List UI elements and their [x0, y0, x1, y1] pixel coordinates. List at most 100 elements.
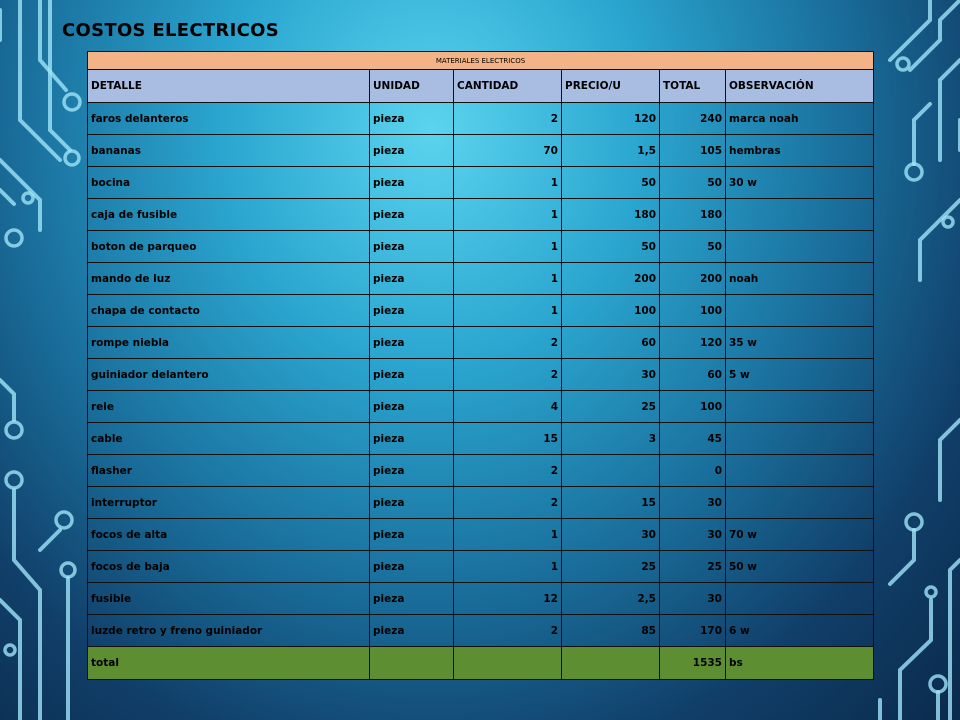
- cell-observacion: 5 w: [725, 358, 874, 391]
- table-row: rompe niebla pieza 2 60 120 35 w: [87, 326, 874, 359]
- table-row: cable pieza 15 3 45: [87, 422, 874, 455]
- cell-unidad: pieza: [369, 294, 454, 327]
- cell-detalle: luzde retro y freno guiniador: [87, 614, 370, 647]
- cell-precio: 50: [561, 230, 660, 263]
- table-row: flasher pieza 2 0: [87, 454, 874, 487]
- total-amount: 1535: [659, 646, 726, 680]
- cell-total: 100: [659, 294, 726, 327]
- cell-cantidad: 1: [453, 198, 562, 231]
- cell-precio: 2,5: [561, 582, 660, 615]
- cell-unidad: pieza: [369, 614, 454, 647]
- cell-observacion: 6 w: [725, 614, 874, 647]
- cell-detalle: focos de alta: [87, 518, 370, 551]
- cell-cantidad: 2: [453, 614, 562, 647]
- cell-detalle: flasher: [87, 454, 370, 487]
- cell-observacion: noah: [725, 262, 874, 295]
- cell-observacion: 30 w: [725, 166, 874, 199]
- cell-total: 105: [659, 134, 726, 167]
- total-currency: bs: [725, 646, 874, 680]
- cell-precio: 1,5: [561, 134, 660, 167]
- cell-observacion: 35 w: [725, 326, 874, 359]
- cell-cantidad: 1: [453, 550, 562, 583]
- cell-total: 0: [659, 454, 726, 487]
- cell-observacion: [725, 486, 874, 519]
- cell-detalle: rele: [87, 390, 370, 423]
- header-unidad: UNIDAD: [369, 69, 454, 103]
- cell-precio: 60: [561, 326, 660, 359]
- table-caption: MATERIALES ELECTRICOS: [87, 51, 874, 70]
- cell-unidad: pieza: [369, 518, 454, 551]
- cell-cantidad: 2: [453, 454, 562, 487]
- cell-precio: 15: [561, 486, 660, 519]
- cell-observacion: [725, 390, 874, 423]
- table-row: chapa de contacto pieza 1 100 100: [87, 294, 874, 327]
- cell-observacion: [725, 230, 874, 263]
- cell-detalle: interruptor: [87, 486, 370, 519]
- cell-cantidad: 15: [453, 422, 562, 455]
- cell-unidad: pieza: [369, 422, 454, 455]
- cell-cantidad: 2: [453, 358, 562, 391]
- cell-detalle: rompe niebla: [87, 326, 370, 359]
- cell-total: 30: [659, 486, 726, 519]
- cell-total: 50: [659, 230, 726, 263]
- table-row: guiniador delantero pieza 2 30 60 5 w: [87, 358, 874, 391]
- cell-unidad: pieza: [369, 166, 454, 199]
- cell-precio: 30: [561, 518, 660, 551]
- header-detalle: DETALLE: [87, 69, 370, 103]
- cell-unidad: pieza: [369, 326, 454, 359]
- cell-total: 200: [659, 262, 726, 295]
- cell-detalle: boton de parqueo: [87, 230, 370, 263]
- cell-unidad: pieza: [369, 582, 454, 615]
- cell-detalle: faros delanteros: [87, 102, 370, 135]
- cell-cantidad: 1: [453, 294, 562, 327]
- cell-cantidad: 1: [453, 518, 562, 551]
- header-total: TOTAL: [659, 69, 726, 103]
- table-row: caja de fusible pieza 1 180 180: [87, 198, 874, 231]
- table-row: focos de baja pieza 1 25 25 50 w: [87, 550, 874, 583]
- cell-cantidad: 1: [453, 262, 562, 295]
- cell-precio: 180: [561, 198, 660, 231]
- cell-total: 30: [659, 582, 726, 615]
- cell-unidad: pieza: [369, 198, 454, 231]
- total-empty-cell: [453, 646, 562, 680]
- cell-total: 240: [659, 102, 726, 135]
- table-row: mando de luz pieza 1 200 200 noah: [87, 262, 874, 295]
- cell-cantidad: 4: [453, 390, 562, 423]
- table-row: luzde retro y freno guiniador pieza 2 85 170…: [87, 614, 874, 647]
- cell-precio: 3: [561, 422, 660, 455]
- cell-observacion: [725, 454, 874, 487]
- cell-unidad: pieza: [369, 390, 454, 423]
- cell-observacion: [725, 422, 874, 455]
- cell-precio: 120: [561, 102, 660, 135]
- cell-unidad: pieza: [369, 454, 454, 487]
- cell-total: 25: [659, 550, 726, 583]
- cell-unidad: pieza: [369, 102, 454, 135]
- cell-observacion: [725, 294, 874, 327]
- cell-unidad: pieza: [369, 550, 454, 583]
- cell-total: 180: [659, 198, 726, 231]
- cell-observacion: [725, 582, 874, 615]
- header-cantidad: CANTIDAD: [453, 69, 562, 103]
- total-empty-cell: [561, 646, 660, 680]
- cell-total: 100: [659, 390, 726, 423]
- cell-detalle: guiniador delantero: [87, 358, 370, 391]
- page-title: COSTOS ELECTRICOS: [62, 20, 279, 41]
- electrical-costs-table: MATERIALES ELECTRICOS DETALLE UNIDAD CAN…: [87, 51, 874, 680]
- cell-precio: 30: [561, 358, 660, 391]
- table-row: bananas pieza 70 1,5 105 hembras: [87, 134, 874, 167]
- cell-detalle: cable: [87, 422, 370, 455]
- cell-cantidad: 2: [453, 326, 562, 359]
- cell-observacion: [725, 198, 874, 231]
- table-row: boton de parqueo pieza 1 50 50: [87, 230, 874, 263]
- header-observacion: OBSERVACIÓN: [725, 69, 874, 103]
- total-row: total 1535 bs: [87, 646, 874, 680]
- cell-unidad: pieza: [369, 486, 454, 519]
- header-precio: PRECIO/U: [561, 69, 660, 103]
- cell-cantidad: 1: [453, 230, 562, 263]
- cell-precio: 25: [561, 390, 660, 423]
- cell-unidad: pieza: [369, 358, 454, 391]
- cell-total: 170: [659, 614, 726, 647]
- cell-cantidad: 2: [453, 486, 562, 519]
- cell-precio: [561, 454, 660, 487]
